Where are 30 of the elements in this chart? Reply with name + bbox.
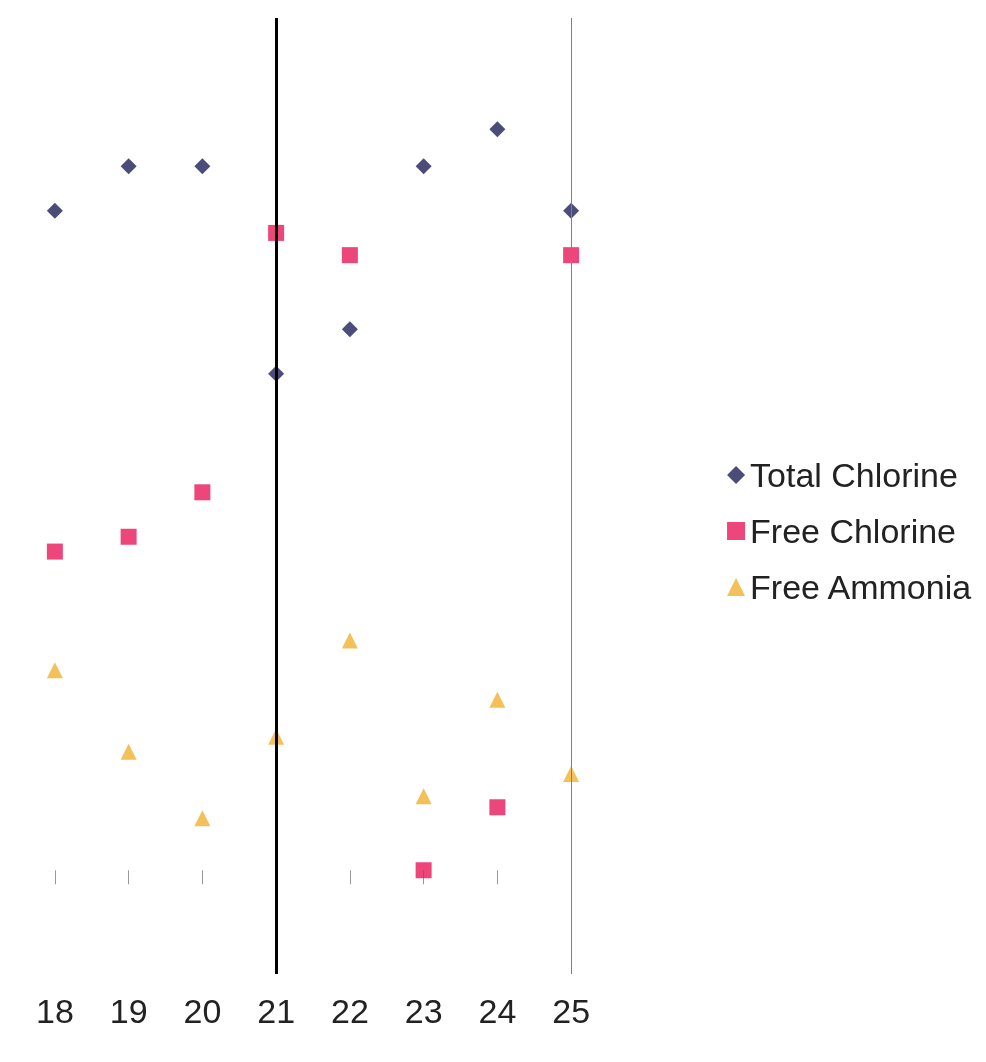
x-tick-label: 25 xyxy=(552,992,591,1030)
point xyxy=(194,158,211,175)
legend-label: Free Chlorine xyxy=(750,512,957,550)
point xyxy=(194,810,211,827)
point xyxy=(415,788,432,805)
point xyxy=(194,484,211,501)
point xyxy=(120,158,137,175)
legend-label: Total Chlorine xyxy=(750,456,958,494)
x-tick-label: 20 xyxy=(183,992,222,1030)
point xyxy=(341,247,358,264)
point xyxy=(489,691,506,708)
point xyxy=(341,632,358,649)
point xyxy=(341,321,358,338)
point xyxy=(415,158,432,175)
point xyxy=(489,799,506,816)
point xyxy=(120,528,137,545)
x-tick-label: 23 xyxy=(404,992,443,1030)
point xyxy=(489,121,506,138)
x-tick-label: 21 xyxy=(257,992,296,1030)
point xyxy=(120,743,137,760)
legend-label: Free Ammonia xyxy=(750,568,972,606)
point xyxy=(46,202,63,219)
point xyxy=(415,862,432,879)
x-tick-label: 22 xyxy=(330,992,369,1030)
x-tick-label: 19 xyxy=(109,992,148,1030)
x-tick-label: 24 xyxy=(478,992,517,1030)
point xyxy=(563,247,580,264)
x-tick-label: 18 xyxy=(35,992,74,1030)
point xyxy=(46,662,63,679)
point xyxy=(46,543,63,560)
